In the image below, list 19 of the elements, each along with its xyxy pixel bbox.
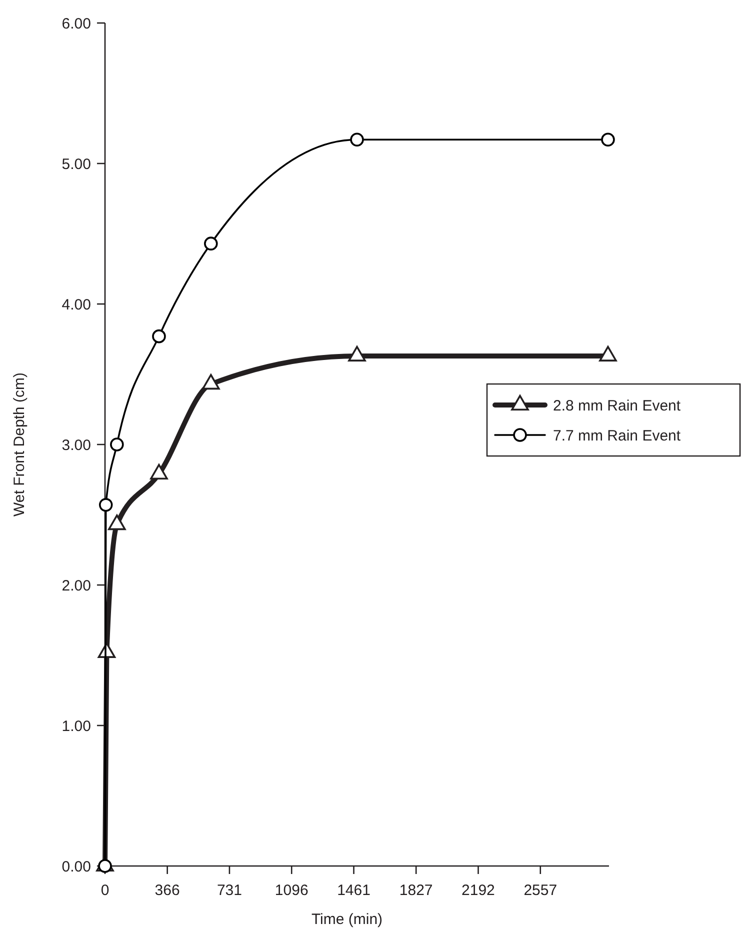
- x-tick-label: 1096: [274, 882, 308, 899]
- x-tick-label: 2557: [524, 882, 558, 899]
- y-tick-label: 6.00: [62, 15, 91, 32]
- legend-label: 2.8 mm Rain Event: [553, 397, 682, 414]
- x-tick-label: 1461: [337, 882, 370, 899]
- x-tick-label: 1827: [399, 882, 433, 899]
- x-tick-label: 2192: [462, 882, 495, 899]
- y-tick-label: 5.00: [62, 156, 91, 173]
- legend-label: 7.7 mm Rain Event: [553, 427, 682, 444]
- x-tick-label: 0: [100, 882, 110, 899]
- x-tick-label: 731: [216, 882, 242, 899]
- y-tick-label: 1.00: [62, 718, 91, 735]
- x-tick-label: 366: [154, 882, 180, 899]
- y-axis-title: Wet Front Depth (cm): [11, 372, 28, 516]
- y-tick-label: 0.00: [62, 858, 91, 876]
- x-axis-title: Time (min): [311, 911, 383, 928]
- y-tick-label: 3.00: [62, 436, 91, 454]
- y-tick-label: 2.00: [62, 577, 91, 594]
- y-tick-label: 4.00: [62, 296, 91, 314]
